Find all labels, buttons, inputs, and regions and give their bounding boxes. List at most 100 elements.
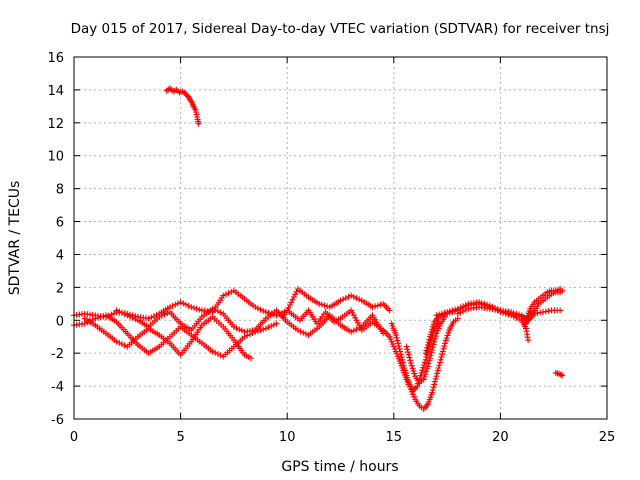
data-point-marker bbox=[289, 296, 296, 303]
data-point-marker bbox=[394, 337, 401, 344]
data-point-marker bbox=[220, 292, 227, 299]
x-tick-label: 25 bbox=[599, 430, 616, 445]
data-point-marker bbox=[422, 371, 429, 378]
data-point-marker bbox=[293, 288, 300, 295]
data-point-marker bbox=[559, 372, 566, 379]
data-point-marker bbox=[174, 300, 181, 307]
data-point-marker bbox=[454, 310, 461, 317]
data-point-marker bbox=[257, 306, 264, 313]
data-point-marker bbox=[273, 320, 280, 327]
data-point-marker bbox=[422, 356, 429, 363]
data-point-marker bbox=[348, 292, 355, 299]
data-point-marker bbox=[150, 313, 157, 320]
data-point-marker bbox=[434, 370, 441, 377]
data-point-marker bbox=[108, 311, 115, 318]
data-point-marker bbox=[433, 312, 440, 319]
data-point-marker bbox=[236, 326, 243, 333]
data-point-marker bbox=[462, 306, 469, 313]
data-point-marker bbox=[407, 357, 414, 364]
data-point-marker bbox=[426, 357, 433, 364]
series-arc-high bbox=[163, 85, 202, 127]
data-point-marker bbox=[350, 327, 357, 334]
data-point-marker bbox=[294, 327, 301, 334]
data-point-marker bbox=[430, 341, 437, 348]
data-point-marker bbox=[92, 315, 99, 322]
data-point-marker bbox=[430, 384, 437, 391]
data-point-marker bbox=[424, 344, 431, 351]
data-point-marker bbox=[247, 355, 254, 362]
data-point-marker bbox=[438, 310, 445, 317]
data-point-marker bbox=[116, 308, 123, 315]
data-point-marker bbox=[374, 302, 381, 309]
data-point-marker bbox=[148, 314, 155, 321]
data-point-marker bbox=[158, 312, 165, 319]
data-point-marker bbox=[405, 349, 412, 356]
data-point-marker bbox=[353, 326, 360, 333]
data-point-marker bbox=[300, 329, 307, 336]
data-point-marker bbox=[423, 354, 430, 361]
data-point-marker bbox=[439, 348, 446, 355]
data-point-marker bbox=[444, 332, 451, 339]
data-point-marker bbox=[94, 314, 101, 321]
data-point-marker bbox=[262, 325, 269, 332]
data-point-marker bbox=[195, 120, 202, 127]
data-point-marker bbox=[408, 362, 415, 369]
data-point-marker bbox=[180, 300, 187, 307]
data-point-marker bbox=[437, 356, 444, 363]
data-points bbox=[71, 85, 566, 413]
data-point-marker bbox=[432, 335, 439, 342]
data-point-marker bbox=[113, 307, 120, 314]
data-point-marker bbox=[110, 310, 117, 317]
data-point-marker bbox=[435, 364, 442, 371]
data-point-marker bbox=[350, 293, 357, 300]
data-point-marker bbox=[407, 360, 414, 367]
data-point-marker bbox=[116, 339, 123, 346]
data-point-marker bbox=[395, 343, 402, 350]
data-point-marker bbox=[230, 323, 237, 330]
data-point-marker bbox=[356, 296, 363, 303]
data-point-marker bbox=[209, 348, 216, 355]
data-point-marker bbox=[436, 311, 443, 318]
data-point-marker bbox=[318, 301, 325, 308]
data-point-marker bbox=[421, 359, 428, 366]
data-point-marker bbox=[439, 351, 446, 358]
data-point-marker bbox=[132, 316, 139, 323]
data-point-marker bbox=[342, 295, 349, 302]
data-point-marker bbox=[399, 356, 406, 363]
data-point-marker bbox=[431, 381, 438, 388]
data-point-marker bbox=[188, 304, 195, 311]
data-point-marker bbox=[510, 309, 517, 316]
data-point-marker bbox=[423, 368, 430, 375]
data-point-marker bbox=[429, 346, 436, 353]
data-point-marker bbox=[233, 325, 240, 332]
data-point-marker bbox=[417, 372, 424, 379]
data-point-marker bbox=[429, 344, 436, 351]
series-arc-c bbox=[81, 313, 254, 362]
data-point-marker bbox=[395, 340, 402, 347]
y-tick-label: 0 bbox=[56, 314, 64, 329]
data-point-marker bbox=[169, 302, 176, 309]
x-tick-label: 10 bbox=[279, 430, 296, 445]
series-arc-j bbox=[454, 286, 566, 324]
data-point-marker bbox=[386, 307, 393, 314]
data-point-marker bbox=[525, 337, 532, 344]
data-point-marker bbox=[424, 341, 431, 348]
data-point-marker bbox=[425, 339, 432, 346]
data-point-marker bbox=[340, 296, 347, 303]
data-point-marker bbox=[288, 299, 295, 306]
data-point-marker bbox=[260, 307, 267, 314]
y-tick-label: -6 bbox=[51, 413, 64, 428]
data-point-marker bbox=[217, 352, 224, 359]
data-point-marker bbox=[460, 308, 467, 315]
data-point-marker bbox=[433, 373, 440, 380]
data-point-marker bbox=[190, 304, 197, 311]
data-point-marker bbox=[431, 338, 438, 345]
data-point-marker bbox=[400, 359, 407, 366]
data-point-marker bbox=[217, 309, 224, 316]
data-point-marker bbox=[442, 337, 449, 344]
data-point-marker bbox=[432, 378, 439, 385]
data-point-marker bbox=[265, 324, 272, 331]
data-point-marker bbox=[441, 340, 448, 347]
data-point-marker bbox=[428, 349, 435, 356]
